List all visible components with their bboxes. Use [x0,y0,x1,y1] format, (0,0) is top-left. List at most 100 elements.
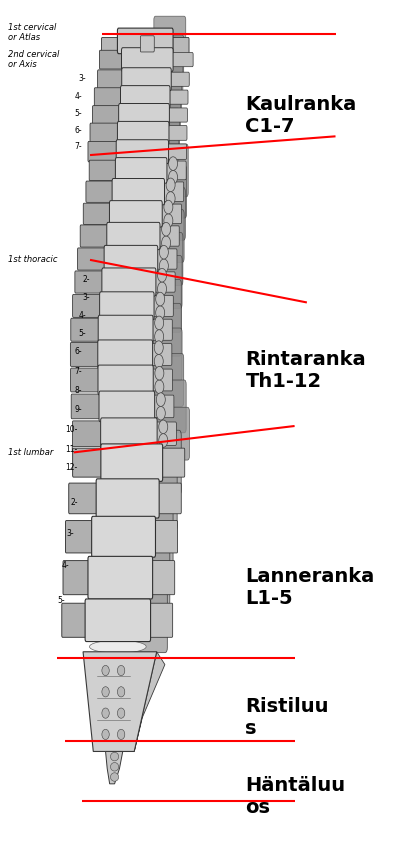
Ellipse shape [105,448,152,458]
FancyBboxPatch shape [96,479,159,518]
Ellipse shape [155,316,164,330]
FancyBboxPatch shape [169,72,189,86]
FancyBboxPatch shape [78,248,106,270]
FancyBboxPatch shape [139,466,177,531]
Text: 6-: 6- [74,126,82,135]
Ellipse shape [102,394,149,403]
Ellipse shape [102,665,109,676]
FancyBboxPatch shape [171,53,193,66]
Ellipse shape [155,330,164,343]
Ellipse shape [155,366,164,380]
FancyBboxPatch shape [171,37,189,56]
FancyBboxPatch shape [143,430,181,495]
Polygon shape [106,751,123,784]
Ellipse shape [121,162,164,170]
FancyBboxPatch shape [71,368,100,392]
FancyBboxPatch shape [83,203,111,224]
FancyBboxPatch shape [88,556,152,599]
Text: 6-: 6- [74,348,82,356]
FancyBboxPatch shape [130,588,167,653]
Ellipse shape [157,268,166,282]
Ellipse shape [166,178,175,192]
FancyBboxPatch shape [151,127,179,176]
Text: 5-: 5- [79,329,86,337]
FancyBboxPatch shape [151,369,173,391]
Text: Lanneranka
L1-5: Lanneranka L1-5 [245,567,375,608]
FancyBboxPatch shape [101,418,157,450]
Ellipse shape [157,282,166,296]
Ellipse shape [159,420,168,434]
FancyBboxPatch shape [70,343,100,366]
FancyBboxPatch shape [90,123,120,142]
Ellipse shape [103,343,149,353]
FancyBboxPatch shape [155,422,176,446]
Ellipse shape [111,763,119,771]
FancyBboxPatch shape [71,394,101,418]
Ellipse shape [111,752,119,761]
Text: 4-: 4- [62,561,69,570]
Ellipse shape [159,434,168,447]
Ellipse shape [164,214,173,227]
FancyBboxPatch shape [156,35,184,84]
Ellipse shape [104,319,150,328]
Ellipse shape [118,665,125,676]
Ellipse shape [125,106,165,115]
Ellipse shape [127,89,166,97]
Text: Häntäluu
os: Häntäluu os [245,776,346,817]
FancyBboxPatch shape [167,108,187,122]
FancyBboxPatch shape [141,407,189,460]
FancyBboxPatch shape [158,226,179,246]
FancyBboxPatch shape [155,55,183,104]
FancyBboxPatch shape [119,103,169,126]
FancyBboxPatch shape [154,72,182,122]
Ellipse shape [162,222,171,236]
Ellipse shape [116,204,160,213]
Ellipse shape [109,271,153,281]
FancyBboxPatch shape [141,256,182,308]
FancyBboxPatch shape [65,521,94,553]
Ellipse shape [111,248,156,257]
Text: 3-: 3- [66,529,74,538]
Ellipse shape [102,729,109,740]
FancyBboxPatch shape [138,354,184,406]
FancyBboxPatch shape [115,158,167,183]
Text: 7-: 7- [74,142,82,151]
Ellipse shape [106,295,152,304]
FancyBboxPatch shape [86,181,114,202]
Ellipse shape [102,368,148,377]
FancyBboxPatch shape [151,320,172,340]
FancyBboxPatch shape [150,343,172,366]
FancyBboxPatch shape [89,160,118,181]
FancyBboxPatch shape [94,88,122,106]
Polygon shape [134,652,165,751]
Text: 3-: 3- [79,74,86,83]
Ellipse shape [169,157,178,170]
FancyBboxPatch shape [152,296,173,316]
Ellipse shape [154,354,163,368]
Text: Kaulranka
C1-7: Kaulranka C1-7 [245,95,357,135]
FancyBboxPatch shape [88,141,118,162]
FancyBboxPatch shape [157,483,181,514]
FancyBboxPatch shape [139,380,186,433]
Text: 9-: 9- [74,406,82,414]
Text: Rintaranka
Th1-12: Rintaranka Th1-12 [245,350,366,391]
FancyBboxPatch shape [102,37,120,56]
FancyBboxPatch shape [166,144,187,159]
FancyBboxPatch shape [148,603,173,637]
FancyBboxPatch shape [165,161,186,180]
FancyBboxPatch shape [154,16,186,66]
FancyBboxPatch shape [107,222,160,250]
FancyBboxPatch shape [98,365,153,394]
Ellipse shape [169,170,178,184]
FancyBboxPatch shape [102,268,156,296]
FancyBboxPatch shape [104,245,158,273]
FancyBboxPatch shape [145,210,184,262]
Ellipse shape [166,192,175,205]
FancyBboxPatch shape [148,187,185,240]
FancyBboxPatch shape [160,204,182,223]
FancyBboxPatch shape [122,67,171,90]
Text: 2-: 2- [83,275,90,284]
FancyBboxPatch shape [136,504,173,569]
FancyBboxPatch shape [71,318,100,341]
Ellipse shape [164,200,173,214]
